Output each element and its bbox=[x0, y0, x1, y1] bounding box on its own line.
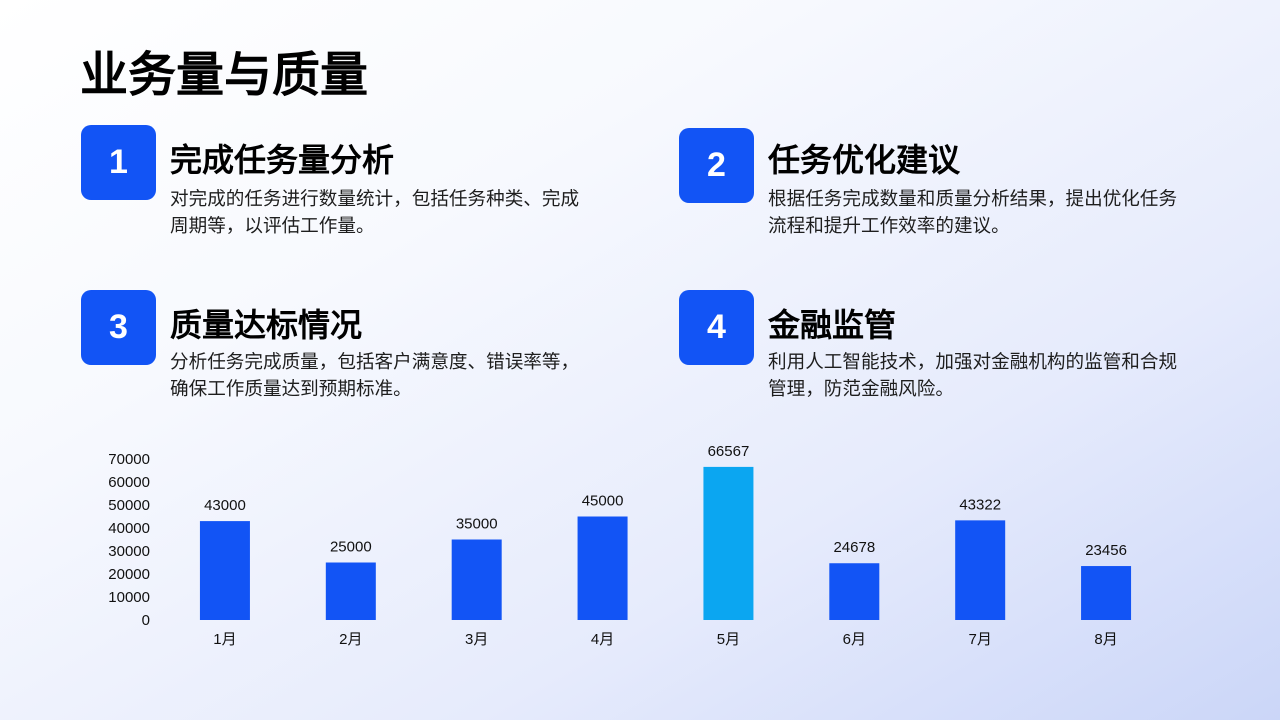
card-title: 金融监管 bbox=[768, 306, 897, 344]
card-description: 分析任务完成质量，包括客户满意度、错误率等， 确保工作质量达到预期标准。 bbox=[170, 349, 579, 403]
bar-1 bbox=[199, 521, 250, 620]
x-tick-label: 5月 bbox=[717, 631, 740, 648]
x-tick-label: 2月 bbox=[339, 631, 362, 648]
card-title: 任务优化建议 bbox=[768, 141, 961, 179]
bar-8 bbox=[1081, 566, 1132, 620]
description-line: 周期等，以评估工作量。 bbox=[170, 216, 375, 237]
x-tick-label: 7月 bbox=[969, 631, 992, 648]
bar-value-label: 66567 bbox=[708, 443, 750, 460]
card-title: 质量达标情况 bbox=[170, 306, 363, 344]
bar-value-label: 43322 bbox=[959, 496, 1001, 513]
y-tick-label: 60000 bbox=[108, 474, 150, 491]
page-title: 业务量与质量 bbox=[80, 47, 369, 103]
bar-chart: 0 10000 20000 30000 40000 50000 60000 70000 4300… bbox=[108, 443, 1132, 648]
bar-5 bbox=[703, 466, 754, 620]
card-description: 根据任务完成数量和质量分析结果，提出优化任务 流程和提升工作效率的建议。 bbox=[768, 186, 1177, 240]
bar-4 bbox=[577, 516, 628, 620]
x-tick-label: 1月 bbox=[213, 631, 236, 648]
card-title: 完成任务量分析 bbox=[170, 141, 395, 179]
x-tick-label: 6月 bbox=[843, 631, 866, 648]
bar-6 bbox=[829, 563, 880, 620]
bar-value-label: 43000 bbox=[204, 497, 246, 514]
x-tick-label: 3月 bbox=[465, 631, 488, 648]
number-badge: 1 bbox=[81, 125, 156, 200]
description-line: 流程和提升工作效率的建议。 bbox=[768, 216, 1010, 237]
y-tick-label: 0 bbox=[142, 612, 150, 629]
y-tick-label: 40000 bbox=[108, 520, 150, 537]
card-description: 利用人工智能技术，加强对金融机构的监管和合规 管理，防范金融风险。 bbox=[768, 349, 1177, 403]
bar-value-label: 23456 bbox=[1085, 542, 1127, 559]
bar-value-label: 45000 bbox=[582, 493, 624, 510]
card-description: 对完成的任务进行数量统计，包括任务种类、完成 周期等，以评估工作量。 bbox=[170, 186, 579, 240]
bar-2 bbox=[325, 562, 376, 620]
bar-value-label: 35000 bbox=[456, 516, 498, 533]
description-line: 确保工作质量达到预期标准。 bbox=[170, 379, 412, 400]
y-tick-label: 70000 bbox=[108, 451, 150, 468]
number-badge: 4 bbox=[679, 290, 754, 365]
bar-value-label: 24678 bbox=[833, 539, 875, 556]
x-tick-label: 8月 bbox=[1094, 631, 1117, 648]
description-line: 对完成的任务进行数量统计，包括任务种类、完成 bbox=[170, 189, 580, 210]
bar-7 bbox=[955, 520, 1006, 620]
bar-3 bbox=[451, 539, 502, 620]
number-badge: 2 bbox=[679, 128, 754, 203]
description-line: 根据任务完成数量和质量分析结果，提出优化任务 bbox=[768, 189, 1178, 210]
description-line: 利用人工智能技术，加强对金融机构的监管和合规 bbox=[768, 352, 1178, 373]
bar-value-label: 25000 bbox=[330, 539, 372, 556]
description-line: 管理，防范金融风险。 bbox=[768, 379, 954, 400]
description-line: 分析任务完成质量，包括客户满意度、错误率等， bbox=[170, 352, 580, 373]
y-tick-label: 30000 bbox=[108, 543, 150, 560]
y-tick-label: 10000 bbox=[108, 589, 150, 606]
number-badge: 3 bbox=[81, 290, 156, 365]
y-tick-label: 50000 bbox=[108, 497, 150, 514]
x-tick-label: 4月 bbox=[591, 631, 614, 648]
y-tick-label: 20000 bbox=[108, 566, 150, 583]
